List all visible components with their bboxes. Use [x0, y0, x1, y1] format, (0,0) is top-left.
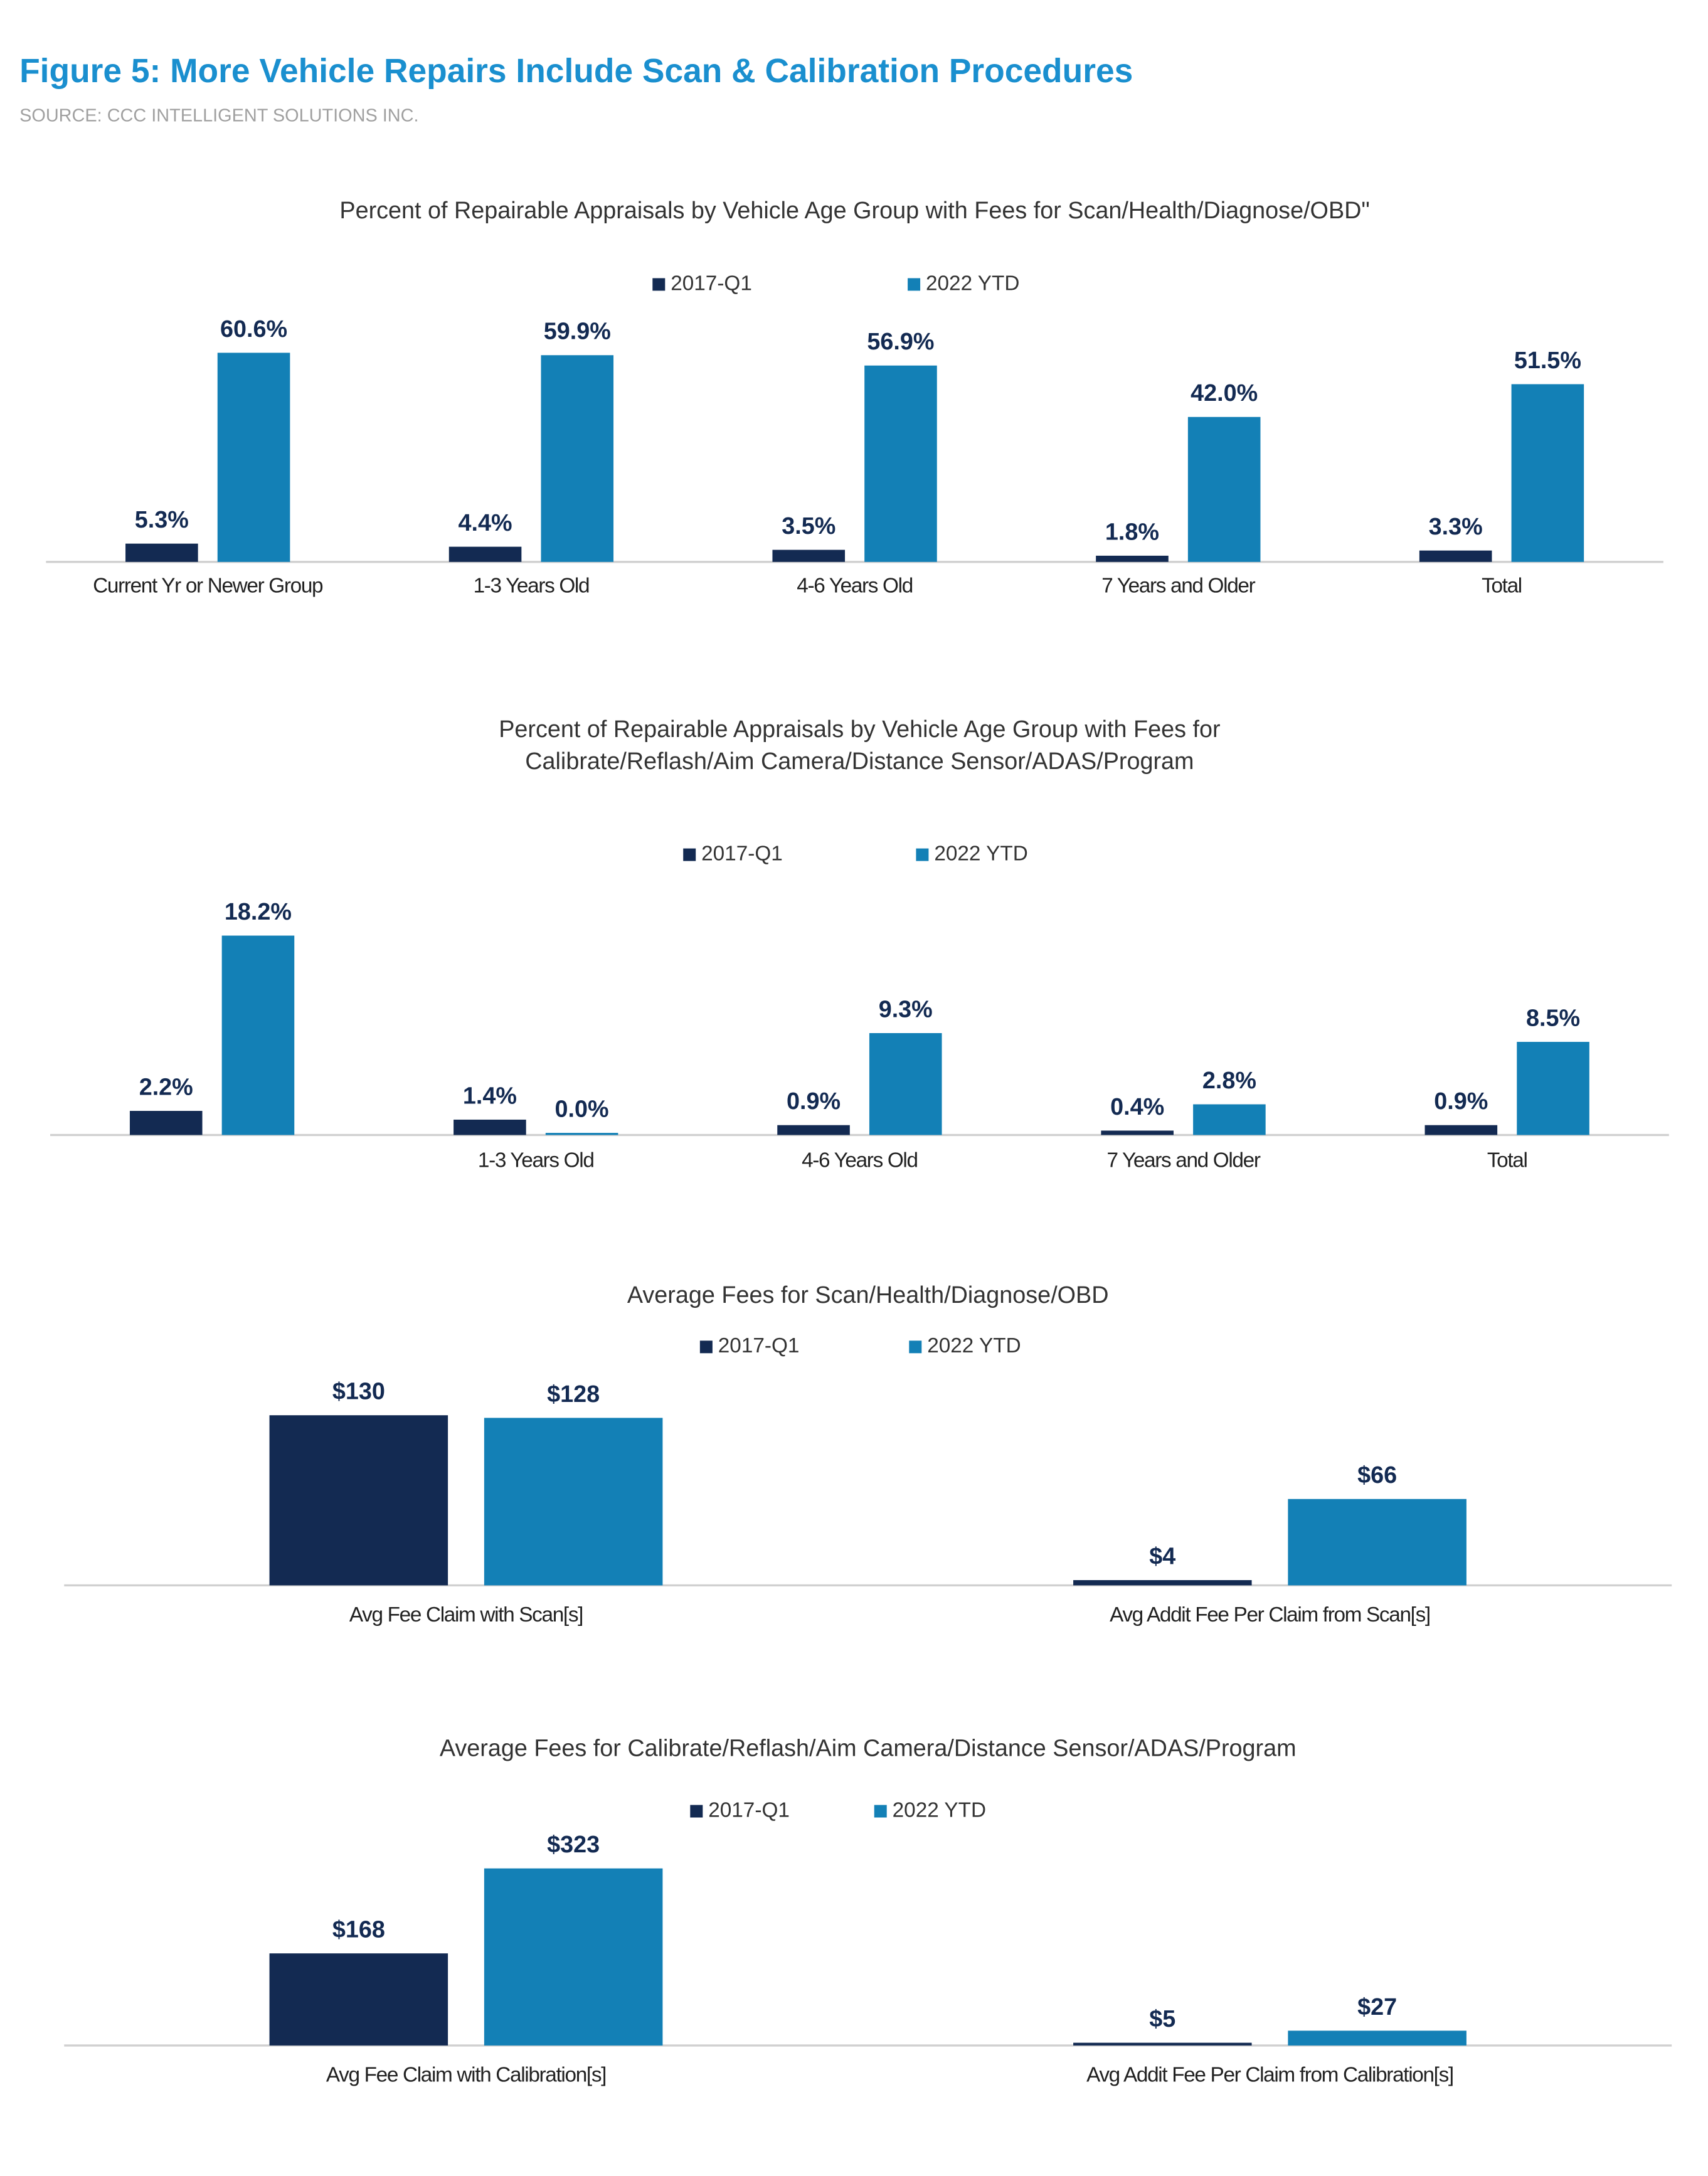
x-tick-label: 1-3 Years Old	[478, 1149, 594, 1172]
bar	[1424, 1125, 1498, 1135]
bar	[269, 1415, 448, 1586]
value-label: $5	[1149, 2006, 1175, 2032]
value-label: 18.2%	[225, 899, 292, 925]
value-label: $4	[1149, 1543, 1175, 1569]
bar	[1187, 417, 1261, 562]
x-tick-label: 4-6 Years Old	[802, 1149, 918, 1172]
figure-title: Figure 5: More Vehicle Repairs Include S…	[19, 53, 1133, 90]
x-tick-label: Total	[1482, 575, 1522, 598]
value-label: 2.8%	[1202, 1068, 1256, 1094]
value-label: 0.4%	[1110, 1094, 1164, 1120]
bar	[269, 1953, 448, 2046]
x-tick-label: Total	[1487, 1149, 1527, 1172]
value-label: $27	[1357, 1994, 1397, 2020]
bar	[545, 1133, 618, 1135]
x-tick-label: 1-3 Years Old	[474, 575, 590, 598]
value-label: 2.2%	[139, 1074, 193, 1100]
bar	[221, 935, 295, 1135]
value-label: 1.4%	[463, 1083, 517, 1109]
value-label: 56.9%	[867, 329, 934, 355]
bar	[541, 355, 614, 562]
bar	[1193, 1104, 1266, 1135]
bar	[125, 543, 198, 562]
value-label: $130	[332, 1379, 385, 1405]
legend-swatch	[699, 1340, 713, 1354]
value-label: 51.5%	[1514, 348, 1581, 374]
legend-label: 2022 YTD	[926, 272, 1019, 295]
bar	[864, 365, 937, 562]
bar	[1419, 550, 1492, 562]
value-label: $323	[547, 1832, 600, 1858]
value-label: 1.8%	[1105, 519, 1159, 545]
legend-swatch	[909, 1340, 922, 1354]
bar	[129, 1110, 203, 1135]
value-label: 4.4%	[459, 510, 512, 536]
value-label: 60.6%	[220, 316, 287, 342]
source: SOURCE: CCC INTELLIGENT SOLUTIONS INC.	[19, 105, 418, 125]
legend-swatch	[683, 848, 696, 861]
value-label: 42.0%	[1191, 380, 1258, 406]
chart-title: Percent of Repairable Appraisals by Vehi…	[499, 716, 1220, 743]
x-tick-label: 7 Years and Older	[1101, 575, 1255, 598]
legend-label: 2017-Q1	[708, 1798, 790, 1822]
bar	[777, 1125, 850, 1135]
legend-swatch	[874, 1805, 887, 1818]
value-label: 8.5%	[1526, 1005, 1580, 1031]
value-label: 3.5%	[782, 513, 835, 539]
value-label: 59.9%	[544, 319, 611, 345]
bar	[1096, 555, 1169, 562]
x-tick-label: Avg Addit Fee Per Claim from Calibration…	[1086, 2064, 1453, 2087]
bar	[454, 1119, 526, 1135]
chart-title: Average Fees for Calibrate/Reflash/Aim C…	[440, 1736, 1297, 1762]
legend-swatch	[652, 278, 666, 291]
x-tick-label: 4-6 Years Old	[797, 575, 913, 598]
bar	[484, 1418, 663, 1586]
legend-label: 2017-Q1	[671, 272, 752, 295]
value-label: 0.0%	[555, 1096, 609, 1122]
value-label: 9.3%	[879, 996, 933, 1022]
bar	[1288, 2030, 1467, 2046]
value-label: 0.9%	[787, 1088, 841, 1115]
bar	[1511, 384, 1584, 562]
x-tick-label: Avg Addit Fee Per Claim from Scan[s]	[1110, 1603, 1430, 1627]
x-tick-label: Current Yr or Newer Group	[93, 575, 323, 598]
chart-title: Percent of Repairable Appraisals by Vehi…	[339, 198, 1369, 224]
value-label: 3.3%	[1429, 514, 1483, 540]
x-tick-label: 7 Years and Older	[1106, 1149, 1260, 1172]
value-label: $66	[1357, 1462, 1397, 1489]
value-label: 0.9%	[1434, 1088, 1488, 1115]
value-label: 5.3%	[135, 507, 189, 533]
legend-label: 2022 YTD	[934, 842, 1027, 865]
x-tick-label: Avg Fee Claim with Scan[s]	[349, 1603, 583, 1627]
x-tick-label: Avg Fee Claim with Calibration[s]	[326, 2064, 606, 2087]
bar	[1517, 1041, 1589, 1135]
chart-title: Calibrate/Reflash/Aim Camera/Distance Se…	[525, 748, 1194, 775]
legend-swatch	[690, 1805, 703, 1818]
bar	[772, 549, 846, 562]
chart-title: Average Fees for Scan/Health/Diagnose/OB…	[627, 1282, 1109, 1308]
legend-label: 2022 YTD	[927, 1334, 1021, 1357]
legend-swatch	[916, 848, 929, 861]
bar	[869, 1032, 942, 1135]
legend-label: 2022 YTD	[893, 1798, 986, 1822]
value-label: $168	[332, 1917, 385, 1943]
value-label: $128	[547, 1381, 600, 1408]
legend-swatch	[908, 278, 921, 291]
bar	[1073, 2042, 1252, 2046]
bar	[1101, 1130, 1174, 1135]
bar	[448, 546, 522, 562]
bar	[1073, 1580, 1252, 1586]
legend-label: 2017-Q1	[701, 842, 783, 865]
bar	[484, 1868, 663, 2046]
bar	[217, 353, 290, 562]
legend-label: 2017-Q1	[718, 1334, 800, 1357]
bar	[1288, 1499, 1467, 1586]
